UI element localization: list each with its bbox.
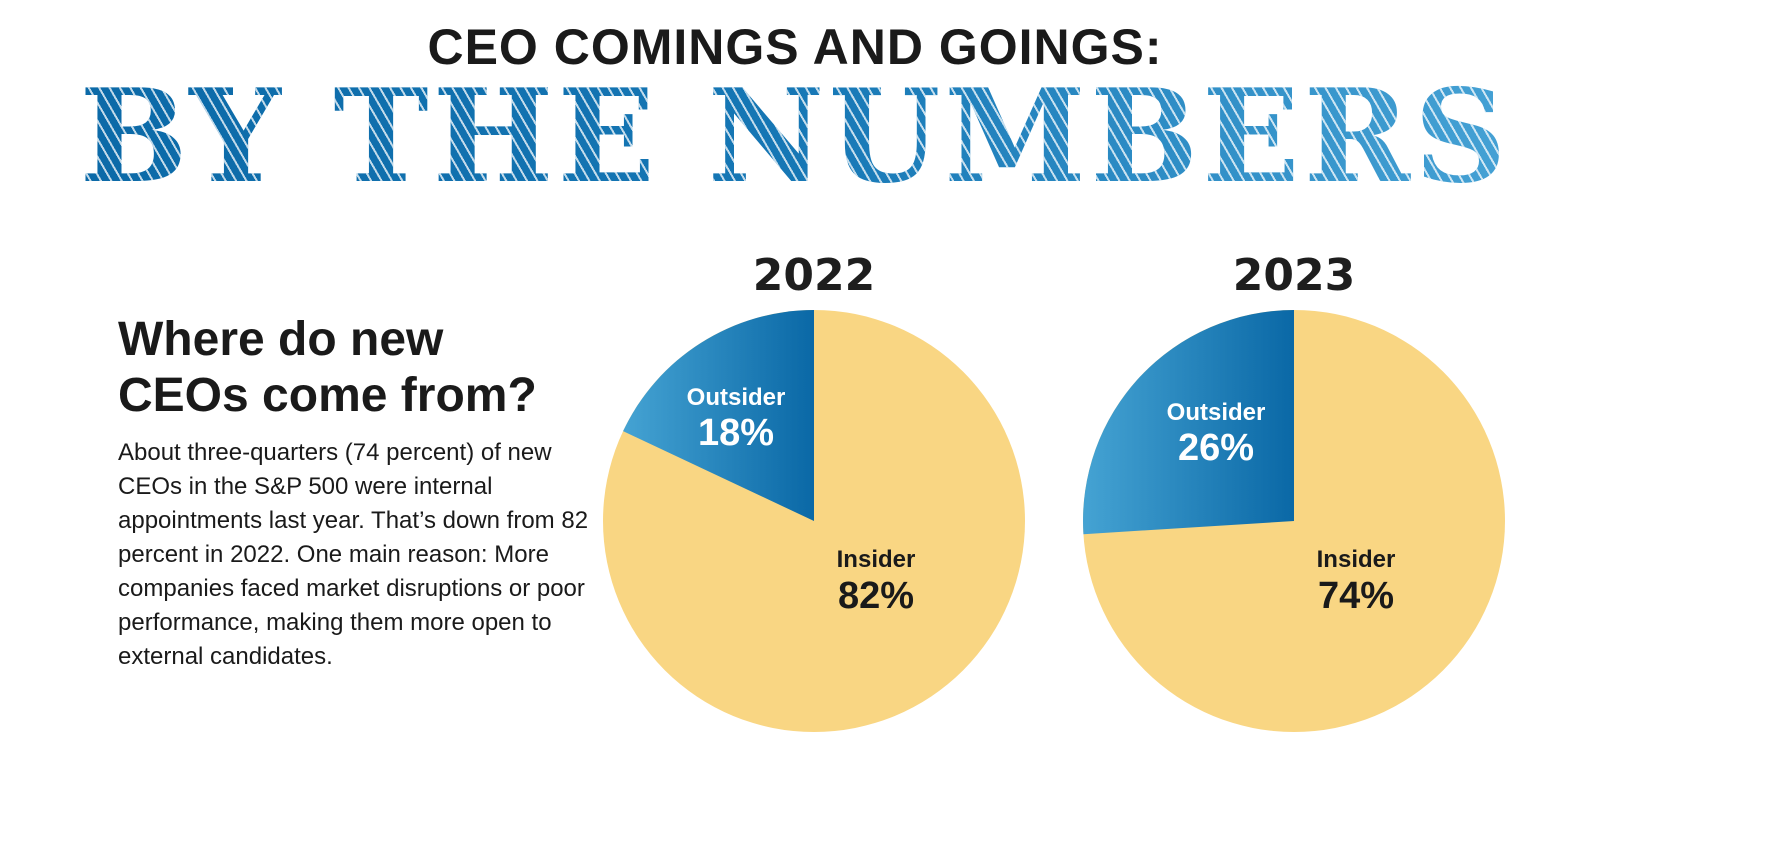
kicker-title: CEO COMINGS AND GOINGS: <box>427 19 1163 75</box>
outsider-label-2022: Outsider <box>687 384 786 411</box>
insider-value-2023: 74% <box>1318 575 1394 617</box>
outsider-label-2023: Outsider <box>1167 399 1266 426</box>
section-heading: Where do new CEOs come from? <box>118 312 537 424</box>
pie-slice-outsider-2022 <box>623 310 814 521</box>
section-body: About three-quarters (74 percent) of new… <box>118 439 589 670</box>
outsider-value-2023: 26% <box>1178 427 1254 469</box>
pie-slice-outsider-2023 <box>1082 310 1294 535</box>
main-title: BY THE NUMBERS <box>0 72 1590 202</box>
heading-line-2: CEOs come from? <box>118 369 537 422</box>
insider-value-2022: 82% <box>838 575 914 617</box>
insider-label-2022: Insider <box>837 546 916 573</box>
pie-title-2023: 2023 <box>1232 250 1356 301</box>
insider-label-2023: Insider <box>1317 546 1396 573</box>
pie-title-2022: 2022 <box>752 250 876 301</box>
outsider-value-2022: 18% <box>698 412 774 454</box>
heading-line-1: Where do new <box>118 313 444 366</box>
